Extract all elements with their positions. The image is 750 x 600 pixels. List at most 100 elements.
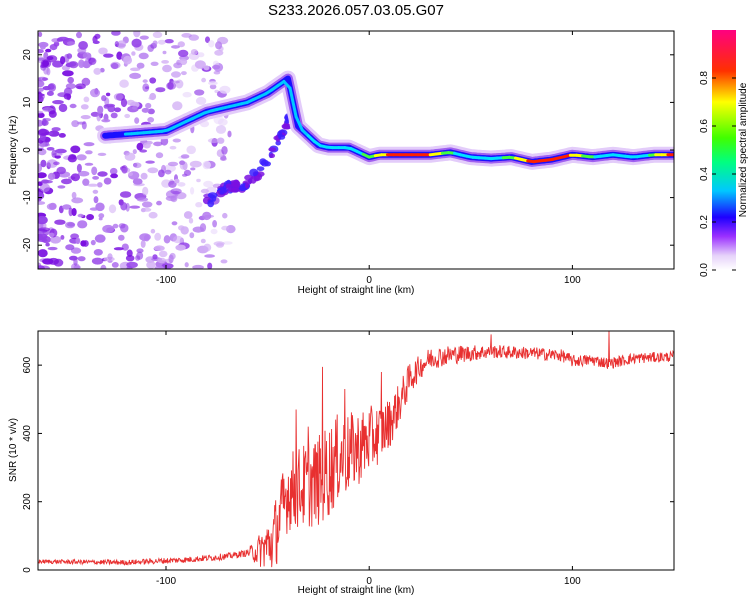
ridge-strength-segment bbox=[294, 115, 304, 132]
noise-blob bbox=[49, 232, 55, 238]
noise-blob bbox=[45, 48, 52, 53]
noise-blob bbox=[103, 177, 112, 185]
noise-blob bbox=[120, 202, 128, 211]
colorbar-tick-label: 0.8 bbox=[699, 71, 710, 85]
noise-blob bbox=[114, 41, 119, 47]
noise-blob bbox=[219, 156, 227, 161]
noise-blob bbox=[200, 188, 209, 194]
noise-blob bbox=[76, 31, 82, 39]
snr-ytick-label: 400 bbox=[22, 425, 33, 442]
noise-blob bbox=[131, 105, 138, 110]
noise-blob bbox=[83, 142, 95, 147]
mirror-branch-blob bbox=[227, 187, 237, 193]
noise-blob bbox=[227, 130, 232, 138]
noise-blob bbox=[110, 173, 118, 179]
noise-blob bbox=[172, 138, 181, 143]
noise-blob bbox=[207, 262, 213, 269]
noise-blob bbox=[190, 187, 195, 195]
noise-blob bbox=[80, 240, 87, 247]
noise-blob bbox=[150, 228, 156, 234]
noise-blob bbox=[186, 145, 196, 155]
noise-blob bbox=[202, 160, 211, 170]
noise-blob bbox=[54, 219, 66, 225]
noise-blob bbox=[55, 148, 67, 154]
colorbar-ticks: 0.0 0.2 0.4 0.6 0.8 bbox=[699, 71, 736, 277]
noise-blob bbox=[132, 178, 143, 185]
noise-blob bbox=[111, 31, 121, 36]
noise-blob bbox=[110, 62, 119, 70]
noise-blob bbox=[48, 130, 60, 137]
noise-blob bbox=[153, 245, 165, 251]
noise-blob bbox=[142, 201, 153, 208]
noise-blob bbox=[149, 77, 157, 84]
noise-blob bbox=[113, 107, 122, 113]
noise-blob bbox=[75, 237, 81, 245]
noise-blob bbox=[152, 31, 163, 38]
noise-blob bbox=[38, 215, 48, 225]
noise-blob bbox=[38, 110, 44, 114]
noise-blob bbox=[196, 178, 201, 183]
mirror-branch-blob bbox=[259, 158, 267, 166]
noise-blob bbox=[97, 171, 108, 177]
noise-blob bbox=[124, 152, 136, 161]
noise-blob bbox=[38, 249, 48, 258]
noise-blob bbox=[167, 161, 179, 167]
noise-blob bbox=[87, 183, 99, 187]
noise-blob bbox=[177, 182, 186, 187]
noise-blob bbox=[38, 128, 50, 136]
noise-blob bbox=[95, 202, 105, 212]
noise-blob bbox=[118, 234, 125, 241]
noise-blob bbox=[140, 172, 148, 180]
noise-blob bbox=[82, 178, 90, 186]
snr-ylabel: SNR (10 * v/v) bbox=[8, 418, 19, 482]
noise-blob bbox=[92, 189, 99, 194]
noise-blob bbox=[112, 223, 119, 229]
noise-blob bbox=[133, 31, 141, 38]
noise-blob bbox=[184, 262, 189, 268]
noise-blob bbox=[136, 142, 144, 151]
noise-blob bbox=[107, 253, 113, 261]
noise-blob bbox=[213, 241, 225, 246]
noise-blob bbox=[155, 152, 164, 159]
noise-blob bbox=[38, 163, 43, 173]
noise-blob bbox=[166, 82, 177, 90]
noise-blob bbox=[130, 67, 141, 72]
noise-blob bbox=[162, 50, 167, 55]
noise-blob bbox=[126, 266, 133, 269]
noise-blob bbox=[213, 70, 221, 75]
noise-blob bbox=[195, 202, 203, 208]
noise-blob bbox=[205, 36, 210, 43]
noise-blob bbox=[38, 227, 51, 232]
noise-blob bbox=[38, 234, 43, 241]
snr-ticks: -100 0 100 0 200 400 600 bbox=[22, 331, 674, 587]
noise-blob bbox=[136, 62, 145, 69]
spectrogram-xtick-label: 100 bbox=[564, 275, 581, 286]
noise-blob bbox=[177, 41, 185, 48]
noise-blob bbox=[49, 44, 58, 51]
noise-blob bbox=[154, 232, 162, 241]
noise-blob bbox=[119, 191, 132, 198]
noise-blob bbox=[200, 238, 206, 244]
snr-ytick-label: 600 bbox=[22, 356, 33, 373]
noise-blob bbox=[189, 160, 202, 168]
noise-blob bbox=[96, 113, 101, 122]
noise-blob bbox=[91, 257, 104, 265]
spectrogram-ytick-label: 20 bbox=[22, 49, 33, 61]
noise-blob bbox=[141, 107, 150, 113]
noise-blob bbox=[66, 41, 76, 46]
noise-blob bbox=[93, 249, 103, 256]
noise-blob bbox=[71, 120, 80, 128]
noise-blob bbox=[201, 77, 207, 83]
noise-blob bbox=[78, 41, 88, 50]
noise-blob bbox=[132, 149, 137, 155]
noise-blob bbox=[77, 170, 90, 177]
noise-blob bbox=[217, 118, 228, 126]
noise-blob bbox=[61, 178, 72, 185]
noise-blob bbox=[209, 84, 217, 90]
noise-blob bbox=[142, 83, 150, 92]
noise-blob bbox=[168, 180, 177, 188]
noise-blob bbox=[174, 178, 180, 184]
spectrogram-xtick-label: 0 bbox=[366, 275, 372, 286]
noise-blob bbox=[71, 208, 77, 216]
noise-blob bbox=[208, 81, 218, 86]
